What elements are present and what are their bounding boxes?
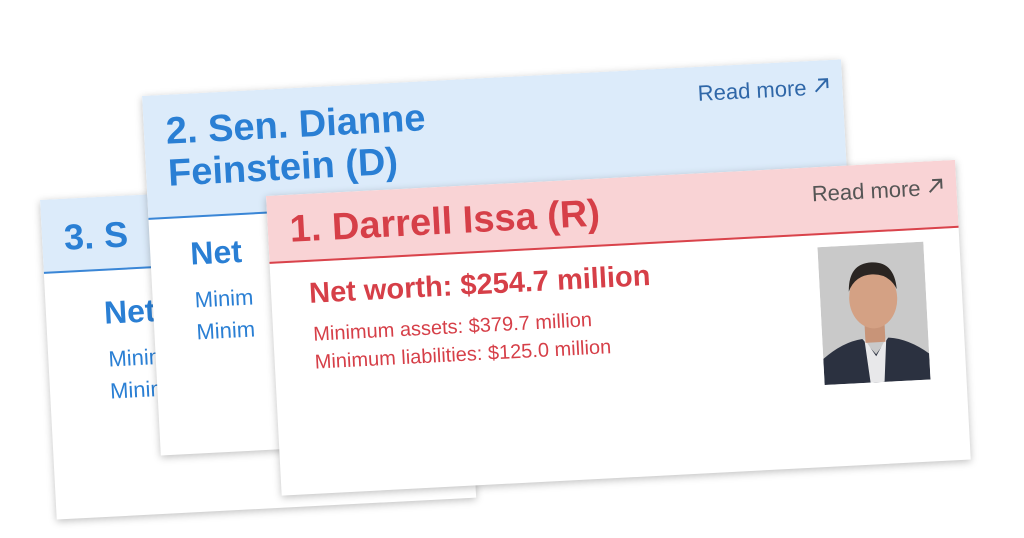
card-header: 1. Darrell Issa (R) Read more [266, 159, 959, 264]
read-more-link[interactable]: Read more [697, 75, 808, 106]
card: 2. Sen. Dianne Feinstein (D) Read more N… [142, 59, 860, 456]
read-more-link[interactable]: Read more [811, 175, 922, 207]
card: 1. Darrell Issa (R) Read more Net worth:… [266, 159, 971, 496]
card-title: 1. Darrell Issa (R) [288, 192, 601, 251]
detail-line: Minim [195, 316, 256, 345]
detail-line: Minim [194, 284, 254, 313]
net-worth: Net [189, 233, 243, 272]
net-worth: Net worth: $254.7 million [308, 260, 652, 310]
portrait-photo [817, 241, 931, 386]
net-worth: Net [103, 292, 157, 331]
external-arrow-icon [928, 178, 943, 193]
card-header: 2. Sen. Dianne Feinstein (D) Read more [142, 59, 848, 220]
card-title: 3. S [62, 213, 130, 258]
card-title: 2. Sen. Dianne Feinstein (D) [164, 97, 427, 195]
external-arrow-icon [814, 78, 829, 93]
